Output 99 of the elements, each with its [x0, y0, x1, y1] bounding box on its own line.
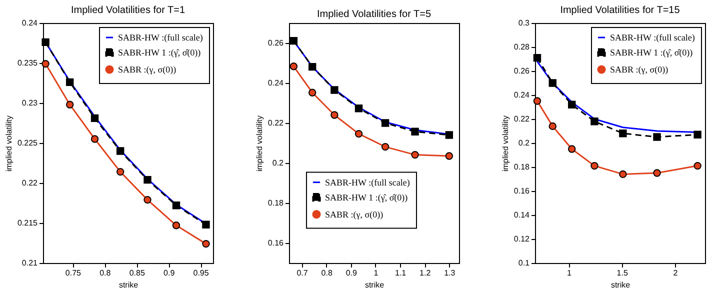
y-tick-label: 0.3 [518, 18, 530, 28]
point [694, 130, 702, 138]
x-tick-label: 2 [673, 268, 678, 278]
point [619, 130, 627, 138]
point [330, 86, 338, 94]
point [411, 128, 419, 136]
point [354, 104, 363, 112]
point [172, 202, 180, 210]
y-tick-label: 0.12 [514, 234, 530, 244]
point [568, 100, 576, 108]
point [308, 62, 316, 71]
legend-label: SABR :(γ, σ(0)) [325, 209, 384, 220]
x-tick-label: 0.7 [296, 268, 308, 278]
point [653, 169, 661, 177]
y-tick-label: 0.215 [17, 218, 38, 228]
x-tick-label: 0.8 [321, 268, 333, 278]
point [653, 133, 661, 141]
x-axis-title: strike [610, 280, 631, 290]
y-tick-label: 0.225 [17, 138, 38, 148]
point [66, 100, 74, 108]
x-tick-label: 0.95 [193, 268, 210, 278]
x-axis-title: strike [118, 280, 139, 290]
point [90, 135, 99, 143]
legend-label: SABR-HW :(full scale) [325, 177, 410, 188]
y-tick-label: 0.16 [514, 186, 530, 196]
point [202, 240, 210, 248]
y-tick-label: 0.22 [268, 118, 284, 128]
y-tick-label: 0.2 [518, 138, 530, 148]
legend-label: SABR-HW :(full scale) [118, 32, 203, 42]
point [290, 62, 298, 70]
y-tick-label: 0.23 [22, 98, 38, 108]
point [116, 147, 124, 155]
point [533, 54, 542, 62]
point [354, 130, 363, 138]
point [144, 176, 152, 184]
y-axis-title: implied volatility [500, 115, 510, 172]
x-axis-title: strike [364, 280, 385, 290]
point [533, 97, 542, 105]
chart-title: Implied Volatilities for T=5 [316, 9, 432, 20]
y-tick-label: 0.16 [268, 238, 284, 248]
point [308, 88, 316, 96]
legend-label: SABR :(γ, σ(0)) [118, 64, 176, 74]
legend-label: SABR-HW 1 :(γ̂, σ̂(0)) [118, 48, 201, 58]
chart-title: Implied Volatilities for T=15 [560, 5, 680, 16]
point [568, 145, 576, 153]
x-tick-label: 0.9 [164, 268, 176, 278]
point [381, 142, 390, 151]
y-tick-label: 0.24 [514, 90, 530, 100]
point [694, 162, 702, 170]
x-tick-label: 0.9 [346, 268, 358, 278]
y-tick-label: 0.24 [22, 18, 38, 28]
point [144, 196, 152, 204]
y-tick-label: 0.18 [514, 162, 530, 172]
point [590, 162, 598, 170]
point [116, 168, 124, 176]
point [42, 38, 50, 46]
x-tick-label: 1.5 [616, 268, 628, 278]
x-tick-label: 1 [567, 268, 572, 278]
x-tick-label: 0.8 [100, 268, 112, 278]
x-tick-label: 1 [374, 268, 379, 278]
point [290, 36, 298, 45]
y-tick-label: 0.2 [272, 158, 284, 168]
legend-label: SABR :(γ, σ(0)) [610, 64, 668, 74]
point [42, 60, 50, 68]
x-tick-label: 1.2 [420, 268, 432, 278]
y-tick-label: 0.26 [268, 38, 284, 48]
point [548, 122, 556, 130]
point [202, 220, 210, 228]
y-tick-label: 0.26 [514, 66, 530, 76]
point [411, 150, 419, 159]
y-tick-label: 0.28 [514, 42, 530, 52]
point [445, 131, 454, 139]
y-tick-label: 0.22 [22, 178, 38, 188]
y-tick-label: 0.1 [518, 258, 530, 268]
y-tick-label: 0.24 [268, 78, 284, 88]
point [445, 152, 454, 160]
y-axis-title: implied volatility [254, 115, 264, 172]
y-tick-label: 0.21 [22, 258, 38, 268]
y-tick-label: 0.18 [268, 198, 284, 208]
point [590, 118, 598, 126]
point [66, 78, 74, 86]
legend-label: SABR-HW 1 :(γ̂, σ̂(0)) [325, 192, 408, 202]
legend-label: SABR-HW 1 :(γ̂, σ̂(0)) [610, 48, 693, 58]
point [90, 114, 99, 122]
point [381, 119, 390, 127]
y-tick-label: 0.22 [514, 114, 530, 124]
x-tick-label: 1.3 [444, 268, 456, 278]
point [548, 79, 556, 87]
y-tick-label: 0.14 [514, 210, 530, 220]
point [172, 222, 180, 230]
x-tick-label: 0.75 [65, 268, 82, 278]
point [619, 170, 627, 178]
x-tick-label: 0.85 [129, 268, 146, 278]
y-axis-title: implied volatility [4, 115, 14, 172]
point [330, 111, 338, 119]
y-tick-label: 0.235 [17, 58, 38, 68]
chart-title: Implied Volatilities for T=1 [70, 5, 186, 16]
legend-label: SABR-HW :(full scale) [610, 32, 695, 42]
x-tick-label: 1.1 [394, 268, 407, 278]
